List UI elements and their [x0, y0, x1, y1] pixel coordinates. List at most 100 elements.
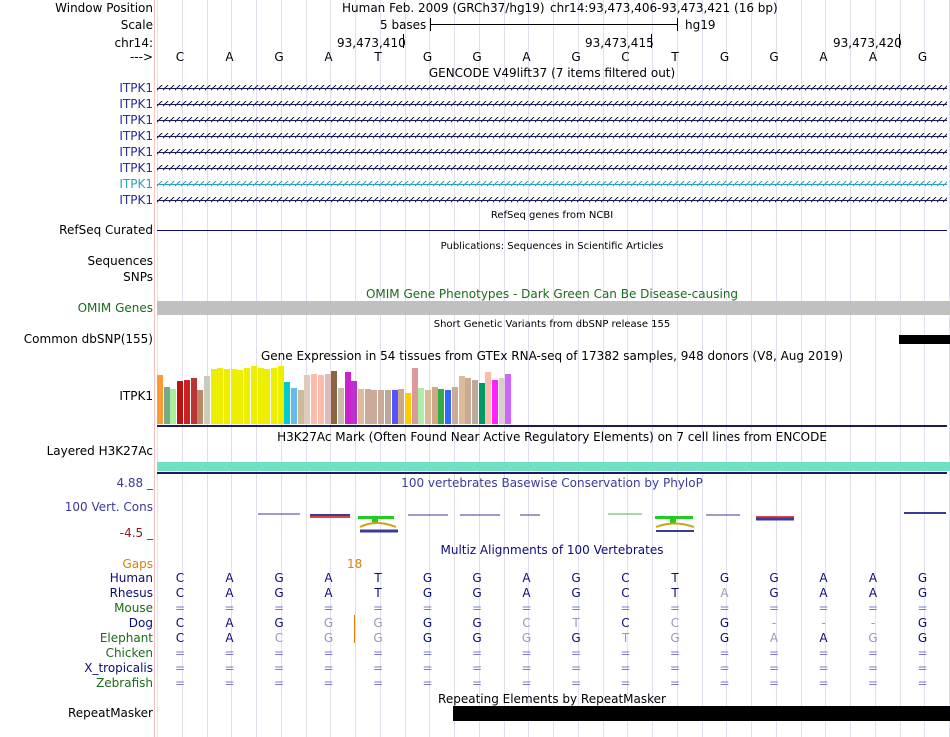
gtex-tissue-bar[interactable] — [485, 372, 491, 424]
species-label[interactable]: X_tropicalis — [84, 661, 153, 675]
gtex-tissue-bar[interactable] — [184, 380, 190, 424]
gtex-tissue-bar[interactable] — [331, 371, 337, 424]
gencode-transcript-line[interactable] — [157, 85, 947, 92]
gencode-transcript-line[interactable] — [157, 181, 947, 188]
gtex-tissue-bar[interactable] — [412, 368, 418, 424]
species-label[interactable]: Elephant — [99, 631, 153, 645]
gencode-transcript-line[interactable] — [157, 101, 947, 108]
gtex-tissue-bar[interactable] — [191, 378, 197, 424]
gtex-tissue-bar[interactable] — [452, 387, 458, 424]
gtex-tissue-bar[interactable] — [244, 368, 250, 424]
repeatmasker-element[interactable] — [453, 706, 950, 721]
gtex-tissue-bar[interactable] — [438, 389, 444, 424]
gtex-tissue-bar[interactable] — [492, 380, 498, 424]
gtex-tissue-bar[interactable] — [284, 382, 290, 424]
gtex-tissue-bar[interactable] — [392, 390, 398, 424]
gtex-tissue-bar[interactable] — [505, 374, 511, 424]
gtex-tissue-bar[interactable] — [211, 369, 217, 424]
gencode-transcript-line[interactable] — [157, 149, 947, 156]
gtex-tissue-bar[interactable] — [157, 375, 163, 424]
gencode-transcript-line[interactable] — [157, 165, 947, 172]
gtex-tissue-bar[interactable] — [304, 375, 310, 424]
gtex-tissue-bar[interactable] — [164, 387, 170, 424]
refseq-gene-line[interactable] — [157, 230, 947, 231]
gtex-tissue-bar[interactable] — [224, 369, 230, 424]
gtex-tissue-bar[interactable] — [351, 381, 357, 424]
gtex-title[interactable]: Gene Expression in 54 tissues from GTEx … — [260, 349, 844, 363]
gencode-transcript-line[interactable] — [157, 117, 947, 124]
gtex-tissue-bar[interactable] — [217, 368, 223, 424]
phylop-signal[interactable] — [0, 505, 950, 535]
dbsnp-title[interactable]: Short Genetic Variants from dbSNP releas… — [433, 319, 671, 330]
gencode-item-label[interactable]: ITPK1 — [119, 81, 153, 95]
phylop-label[interactable]: 100 Vert. Cons — [64, 500, 153, 514]
gtex-tissue-bar[interactable] — [170, 389, 176, 424]
gtex-tissue-bar[interactable] — [251, 366, 257, 424]
phylop-title[interactable]: 100 vertebrates Basewise Conservation by… — [401, 476, 703, 490]
gencode-item-label[interactable]: ITPK1 — [119, 177, 153, 191]
gtex-label[interactable]: ITPK1 — [119, 389, 153, 403]
gtex-tissue-bar[interactable] — [371, 390, 377, 424]
gtex-tissue-bar[interactable] — [298, 390, 304, 424]
species-label[interactable]: Human — [109, 571, 153, 585]
gtex-tissue-bar[interactable] — [465, 378, 471, 424]
dbsnp-label[interactable]: Common dbSNP(155) — [23, 332, 153, 346]
gtex-tissue-bar[interactable] — [472, 380, 478, 424]
gtex-tissue-bar[interactable] — [378, 390, 384, 424]
gtex-tissue-bar[interactable] — [204, 376, 210, 424]
gtex-tissue-bar[interactable] — [385, 390, 391, 424]
gtex-tissue-bar[interactable] — [479, 383, 485, 424]
gencode-title[interactable]: GENCODE V49lift37 (7 items filtered out) — [428, 66, 676, 80]
sequences-label[interactable]: Sequences — [87, 254, 153, 268]
gtex-tissue-bar[interactable] — [264, 369, 270, 424]
gencode-transcript-line[interactable] — [157, 133, 947, 140]
gtex-tissue-bar[interactable] — [358, 389, 364, 424]
omim-label[interactable]: OMIM Genes — [77, 301, 153, 315]
gtex-tissue-bar[interactable] — [345, 372, 351, 424]
refseq-label[interactable]: RefSeq Curated — [59, 223, 153, 237]
repeatmasker-label[interactable]: RepeatMasker — [67, 706, 153, 720]
gtex-tissue-bar[interactable] — [445, 390, 451, 424]
multiz-title[interactable]: Multiz Alignments of 100 Vertebrates — [440, 543, 664, 557]
gtex-tissue-bar[interactable] — [278, 366, 284, 424]
species-label[interactable]: Rhesus — [109, 586, 153, 600]
species-label[interactable]: Zebrafish — [96, 676, 153, 690]
gtex-tissue-bar[interactable] — [325, 374, 331, 424]
gtex-tissue-bar[interactable] — [237, 370, 243, 424]
gtex-tissue-bar[interactable] — [405, 393, 411, 424]
species-label[interactable]: Chicken — [105, 646, 153, 660]
gencode-item-label[interactable]: ITPK1 — [119, 161, 153, 175]
gencode-item-label[interactable]: ITPK1 — [119, 113, 153, 127]
gtex-tissue-bar[interactable] — [425, 390, 431, 424]
gencode-item-label[interactable]: ITPK1 — [119, 145, 153, 159]
h3k27ac-label[interactable]: Layered H3K27Ac — [46, 444, 153, 458]
gtex-tissue-bar[interactable] — [197, 390, 203, 424]
gtex-tissue-bar[interactable] — [177, 381, 183, 424]
gtex-tissue-bar[interactable] — [338, 388, 344, 424]
gtex-tissue-bar[interactable] — [271, 368, 277, 424]
gtex-tissue-bar[interactable] — [291, 388, 297, 424]
species-label[interactable]: Dog — [128, 616, 153, 630]
gtex-tissue-bar[interactable] — [311, 374, 317, 424]
gtex-tissue-bar[interactable] — [258, 368, 264, 424]
snps-label[interactable]: SNPs — [123, 270, 153, 284]
gtex-tissue-bar[interactable] — [418, 388, 424, 424]
gtex-tissue-bar[interactable] — [231, 369, 237, 424]
h3k27ac-title[interactable]: H3K27Ac Mark (Often Found Near Active Re… — [277, 430, 827, 444]
gencode-item-label[interactable]: ITPK1 — [119, 193, 153, 207]
gtex-tissue-bar[interactable] — [499, 378, 505, 424]
omim-feature-bar[interactable] — [157, 301, 950, 315]
refseq-title[interactable]: RefSeq genes from NCBI — [490, 210, 614, 221]
gencode-transcript-line[interactable] — [157, 197, 947, 204]
repeatmasker-title[interactable]: Repeating Elements by RepeatMasker — [438, 692, 666, 706]
gaps-label[interactable]: Gaps — [122, 557, 153, 571]
gtex-tissue-bar[interactable] — [318, 375, 324, 424]
gtex-tissue-bar[interactable] — [432, 387, 438, 424]
h3k27ac-signal[interactable] — [157, 462, 950, 471]
species-label[interactable]: Mouse — [114, 601, 153, 615]
gtex-tissue-bar[interactable] — [365, 389, 371, 424]
omim-title[interactable]: OMIM Gene Phenotypes - Dark Green Can Be… — [365, 287, 739, 301]
gtex-tissue-bar[interactable] — [459, 376, 465, 424]
gtex-tissue-bar[interactable] — [398, 389, 404, 424]
gencode-item-label[interactable]: ITPK1 — [119, 97, 153, 111]
